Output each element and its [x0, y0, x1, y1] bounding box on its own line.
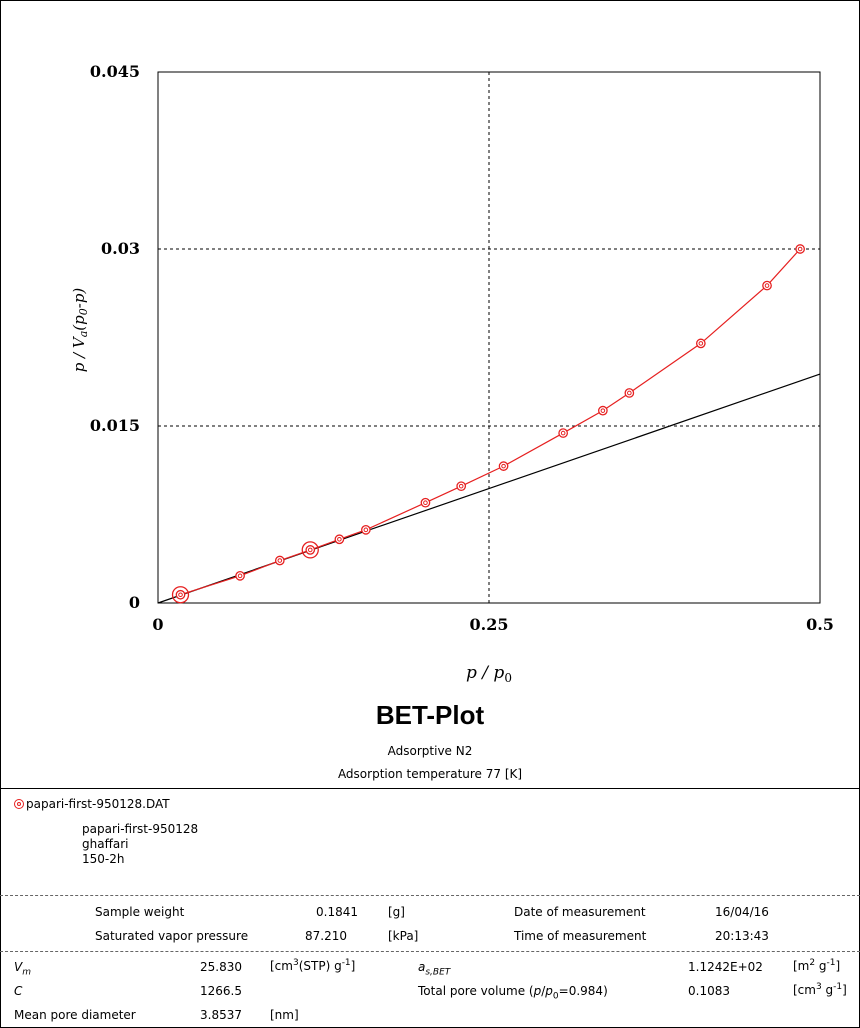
data-point-core: [797, 246, 803, 252]
y-tick-label: 0: [129, 593, 140, 612]
data-point-core: [600, 408, 606, 413]
data-point: [456, 481, 467, 492]
temperature-label: Adsorption temperature 77 [K]: [337, 767, 523, 781]
data-point-ring: [762, 280, 772, 291]
x-tick-label: 0: [152, 615, 163, 634]
as-bet-value: 1.1242E+02: [688, 960, 763, 974]
time-label: Time of measurement: [514, 929, 647, 943]
y-axis-label: p / Va(p0-p): [70, 288, 90, 373]
data-point-ring: [598, 405, 608, 416]
info-divider: [0, 895, 860, 896]
data-point: [334, 534, 345, 545]
y-tick-label: 0.015: [90, 416, 140, 435]
y-tick-label: 0.045: [90, 62, 140, 81]
data-point-core: [363, 527, 369, 533]
total-pore-volume-value: 0.1083: [688, 984, 730, 998]
total-pore-volume-label: Total pore volume (p/p0=0.984): [418, 984, 608, 1002]
total-pore-volume-unit: [cm3 g-1]: [793, 982, 847, 997]
data-point-ring: [695, 338, 706, 349]
legend-file-label: papari-first-950128.DAT: [26, 797, 170, 811]
data-point: [301, 541, 319, 559]
data-series: [171, 244, 805, 604]
data-point-core: [237, 573, 243, 579]
data-point: [795, 244, 805, 254]
plot-area-border: [157, 71, 821, 604]
data-point-ring: [558, 428, 568, 438]
data-point: [762, 280, 772, 291]
y-tick-label: 0.03: [101, 239, 140, 258]
data-point-core: [764, 283, 770, 288]
data-point: [624, 388, 635, 398]
as-bet-unit: [m2 g-1]: [793, 958, 841, 973]
sample-name: papari-first-950128: [82, 822, 199, 836]
legend-marker-icon: [14, 799, 24, 809]
sample-comment: 150-2h: [82, 852, 125, 866]
data-point-ring: [361, 524, 371, 535]
data-point: [695, 338, 706, 349]
series-line: [180, 248, 801, 596]
vm-label: Vm: [14, 960, 31, 978]
x-tick-label: 0.25: [470, 615, 509, 634]
vm-unit: [cm3(STP) g-1]: [270, 958, 356, 973]
data-point: [171, 586, 190, 604]
chart-title: BET-Plot: [375, 700, 485, 730]
results-divider: [0, 951, 860, 952]
bet-plot-chart: 0 0.015 0.03 0.045 0 0.25 0.5 p / Va(p0-p) p /…: [70, 62, 834, 685]
data-point-core: [423, 500, 428, 506]
svp-unit: [kPa]: [388, 929, 419, 943]
data-point-ring: [456, 481, 467, 492]
data-point-core: [337, 536, 342, 542]
data-point-ring: [420, 497, 431, 508]
data-point-highlight: [171, 586, 190, 604]
sample-operator: ghaffari: [82, 837, 129, 851]
data-point-ring: [175, 589, 186, 600]
data-point-core: [178, 592, 183, 598]
data-point: [558, 428, 568, 438]
data-point-ring: [624, 388, 635, 398]
mean-pore-diameter-label: Mean pore diameter: [14, 1008, 136, 1022]
data-point-core: [458, 483, 464, 489]
data-point: [598, 405, 608, 416]
data-point-ring: [334, 534, 345, 545]
vm-value: 25.830: [200, 960, 242, 974]
data-point: [498, 461, 509, 471]
data-point-ring: [305, 545, 316, 555]
data-point-core: [698, 341, 704, 346]
data-point: [274, 555, 285, 566]
sample-weight-value: 0.1841: [316, 905, 358, 919]
svp-value: 87.210: [305, 929, 347, 943]
sample-weight-unit: [g]: [388, 905, 405, 919]
data-point-ring: [795, 244, 805, 254]
c-label: C: [14, 984, 23, 998]
data-point-ring: [235, 571, 245, 581]
data-point: [361, 524, 371, 535]
svp-label: Saturated vapor pressure: [95, 929, 249, 943]
data-point-ring: [498, 461, 509, 471]
data-point-core: [627, 390, 632, 396]
grid-lines: [158, 72, 820, 603]
data-point: [235, 571, 245, 581]
mean-pore-diameter-unit: [nm]: [270, 1008, 299, 1022]
mean-pore-diameter-value: 3.8537: [200, 1008, 242, 1022]
sample-weight-label: Sample weight: [95, 905, 185, 919]
data-point-ring: [274, 555, 285, 566]
data-point: [420, 497, 431, 508]
x-axis-label: p / p0: [466, 663, 512, 685]
date-value: 16/04/16: [715, 905, 769, 919]
as-bet-label: as,BET: [418, 960, 451, 978]
data-point-core: [307, 547, 313, 553]
section-divider: [0, 788, 860, 789]
data-point-core: [560, 430, 566, 436]
data-point-highlight: [301, 541, 319, 559]
data-point-core: [277, 558, 283, 563]
time-value: 20:13:43: [715, 929, 769, 943]
axis-ticks: 0 0.015 0.03 0.045 0 0.25 0.5: [90, 62, 834, 634]
data-point-core: [501, 463, 506, 469]
c-value: 1266.5: [200, 984, 242, 998]
legend-entry: papari-first-950128.DAT: [14, 797, 170, 811]
adsorptive-label: Adsorptive N2: [387, 744, 473, 758]
x-tick-label: 0.5: [806, 615, 834, 634]
date-label: Date of measurement: [514, 905, 646, 919]
